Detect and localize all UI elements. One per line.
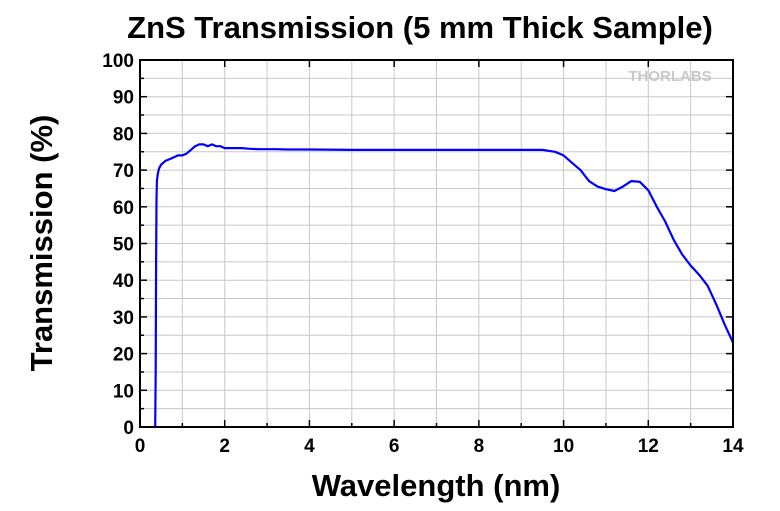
- y-tick-label: 10: [113, 381, 134, 402]
- y-tick-label: 20: [113, 345, 134, 366]
- y-tick-label: 70: [113, 161, 134, 182]
- x-tick-label: 12: [638, 436, 659, 457]
- gridlines: [140, 60, 733, 427]
- axis-ticks: [139, 59, 734, 428]
- y-tick-label: 0: [123, 418, 134, 439]
- y-tick-label: 30: [113, 308, 134, 329]
- x-axis-label: Wavelength (nm): [312, 468, 561, 503]
- y-tick-label: 40: [113, 271, 134, 292]
- y-tick-label: 50: [113, 235, 134, 256]
- chart-title: ZnS Transmission (5 mm Thick Sample): [127, 10, 713, 45]
- y-tick-label: 60: [113, 198, 134, 219]
- x-tick-label: 8: [474, 436, 485, 457]
- y-tick-label: 100: [102, 51, 134, 72]
- x-tick-labels: 0 2 4 6 8 10 12 14: [135, 436, 744, 457]
- watermark-logo: THORLABS: [628, 68, 711, 85]
- y-tick-label: 80: [113, 124, 134, 145]
- x-tick-label: 0: [135, 436, 146, 457]
- y-tick-labels: 0 10 20 30 40 50 60 70 80 90 100: [102, 51, 134, 439]
- x-tick-label: 10: [553, 436, 574, 457]
- x-tick-label: 4: [304, 436, 315, 457]
- transmission-series-line: [154, 143, 734, 428]
- y-axis-label: Transmission (%): [24, 115, 59, 372]
- x-tick-label: 14: [722, 436, 744, 457]
- x-tick-label: 6: [389, 436, 400, 457]
- x-tick-label: 2: [219, 436, 230, 457]
- y-tick-label: 90: [113, 88, 134, 109]
